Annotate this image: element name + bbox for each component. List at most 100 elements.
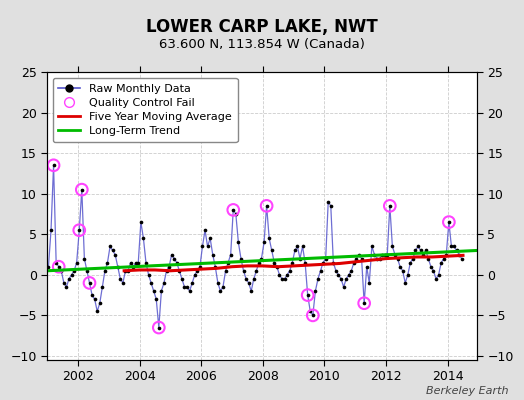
Point <box>101 268 109 274</box>
Point <box>203 243 212 250</box>
Point <box>114 264 122 270</box>
Point <box>363 264 371 270</box>
Point <box>391 251 399 258</box>
Point <box>126 260 135 266</box>
Point <box>419 251 428 258</box>
Point <box>347 268 355 274</box>
Point <box>234 239 243 246</box>
Point <box>326 203 335 209</box>
Point <box>116 276 125 282</box>
Point <box>139 235 148 242</box>
Point <box>157 288 166 294</box>
Point <box>132 260 140 266</box>
Point <box>183 284 191 290</box>
Point <box>383 251 391 258</box>
Point <box>52 260 60 266</box>
Point <box>209 251 217 258</box>
Point <box>355 251 363 258</box>
Point <box>332 268 340 274</box>
Point <box>283 272 291 278</box>
Point <box>386 203 394 209</box>
Point <box>357 255 366 262</box>
Point <box>175 268 183 274</box>
Point <box>237 255 245 262</box>
Point <box>394 255 402 262</box>
Point <box>319 260 328 266</box>
Point <box>103 260 112 266</box>
Point <box>303 292 312 298</box>
Point <box>409 255 417 262</box>
Point <box>329 260 337 266</box>
Point <box>406 260 414 266</box>
Point <box>224 260 232 266</box>
Point <box>270 260 279 266</box>
Point <box>155 324 163 331</box>
Point <box>437 260 445 266</box>
Point <box>134 260 143 266</box>
Point <box>247 288 255 294</box>
Point <box>268 247 276 254</box>
Point <box>434 272 443 278</box>
Point <box>214 280 222 286</box>
Point <box>311 288 320 294</box>
Point <box>293 243 302 250</box>
Point <box>201 227 209 233</box>
Point <box>47 227 55 233</box>
Point <box>65 276 73 282</box>
Point <box>72 260 81 266</box>
Point <box>60 280 68 286</box>
Point <box>57 268 66 274</box>
Point <box>280 276 289 282</box>
Point <box>221 268 230 274</box>
Point <box>226 251 235 258</box>
Point <box>155 324 163 331</box>
Point <box>257 255 266 262</box>
Text: Berkeley Earth: Berkeley Earth <box>426 386 508 396</box>
Point <box>142 260 150 266</box>
Point <box>252 268 260 274</box>
Point <box>350 260 358 266</box>
Point <box>301 260 309 266</box>
Point <box>245 280 253 286</box>
Point <box>373 255 381 262</box>
Point <box>263 203 271 209</box>
Point <box>249 276 258 282</box>
Point <box>275 272 283 278</box>
Point <box>417 247 425 254</box>
Text: LOWER CARP LAKE, NWT: LOWER CARP LAKE, NWT <box>146 18 378 36</box>
Point <box>457 255 466 262</box>
Point <box>78 186 86 193</box>
Point <box>54 264 63 270</box>
Point <box>49 162 58 168</box>
Point <box>68 272 76 278</box>
Point <box>229 207 237 213</box>
Point <box>180 284 189 290</box>
Point <box>216 288 225 294</box>
Point <box>334 272 343 278</box>
Point <box>62 284 71 290</box>
Point <box>403 272 412 278</box>
Point <box>206 235 214 242</box>
Point <box>70 268 78 274</box>
Point <box>445 219 453 225</box>
Point <box>380 251 389 258</box>
Point <box>265 235 274 242</box>
Point <box>309 312 317 318</box>
Point <box>401 280 409 286</box>
Point <box>152 296 160 302</box>
Point <box>340 284 348 290</box>
Point <box>98 284 106 290</box>
Point <box>288 260 297 266</box>
Point <box>178 276 186 282</box>
Point <box>88 292 96 298</box>
Point <box>229 207 237 213</box>
Point <box>80 255 89 262</box>
Legend: Raw Monthly Data, Quality Control Fail, Five Year Moving Average, Long-Term Tren: Raw Monthly Data, Quality Control Fail, … <box>53 78 238 142</box>
Point <box>198 243 206 250</box>
Point <box>49 162 58 168</box>
Point <box>239 268 248 274</box>
Point <box>54 264 63 270</box>
Point <box>345 272 353 278</box>
Point <box>242 276 250 282</box>
Point <box>85 280 94 286</box>
